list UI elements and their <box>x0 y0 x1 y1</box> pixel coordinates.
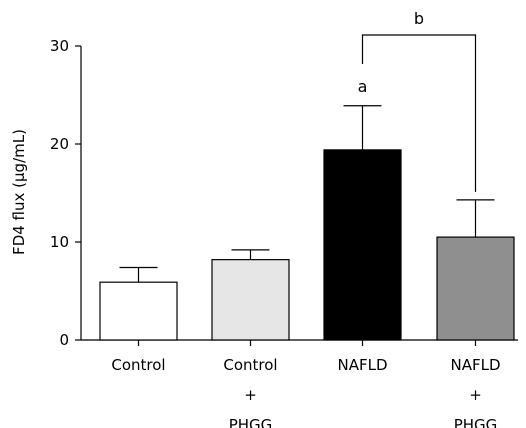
x-tick-label: PHGG <box>229 416 273 428</box>
x-tick-label: PHGG <box>454 416 498 428</box>
x-tick-label: + <box>469 386 482 404</box>
y-tick-label: 0 <box>59 331 69 349</box>
plot-area: 0 10 20 30 Control Control + PHGG NAFLD NAFLD + PHG… <box>50 9 518 428</box>
bar <box>211 259 290 341</box>
y-tick-label: 20 <box>50 135 69 153</box>
x-tick-label: Control <box>111 356 165 374</box>
annotation-b: b <box>414 9 424 28</box>
annotation-a: a <box>358 77 368 96</box>
x-tick-label: NAFLD <box>450 356 500 374</box>
y-tick-label: 30 <box>50 37 69 55</box>
y-tick-label: 10 <box>50 233 69 251</box>
bar <box>99 281 178 341</box>
bar <box>323 149 402 341</box>
y-axis-label: FD4 flux (μg/mL) <box>10 129 28 255</box>
x-tick-label: Control <box>223 356 277 374</box>
bar <box>436 236 515 341</box>
significance-bracket <box>361 34 477 192</box>
x-tick-label: + <box>244 386 257 404</box>
x-tick-label: NAFLD <box>337 356 387 374</box>
